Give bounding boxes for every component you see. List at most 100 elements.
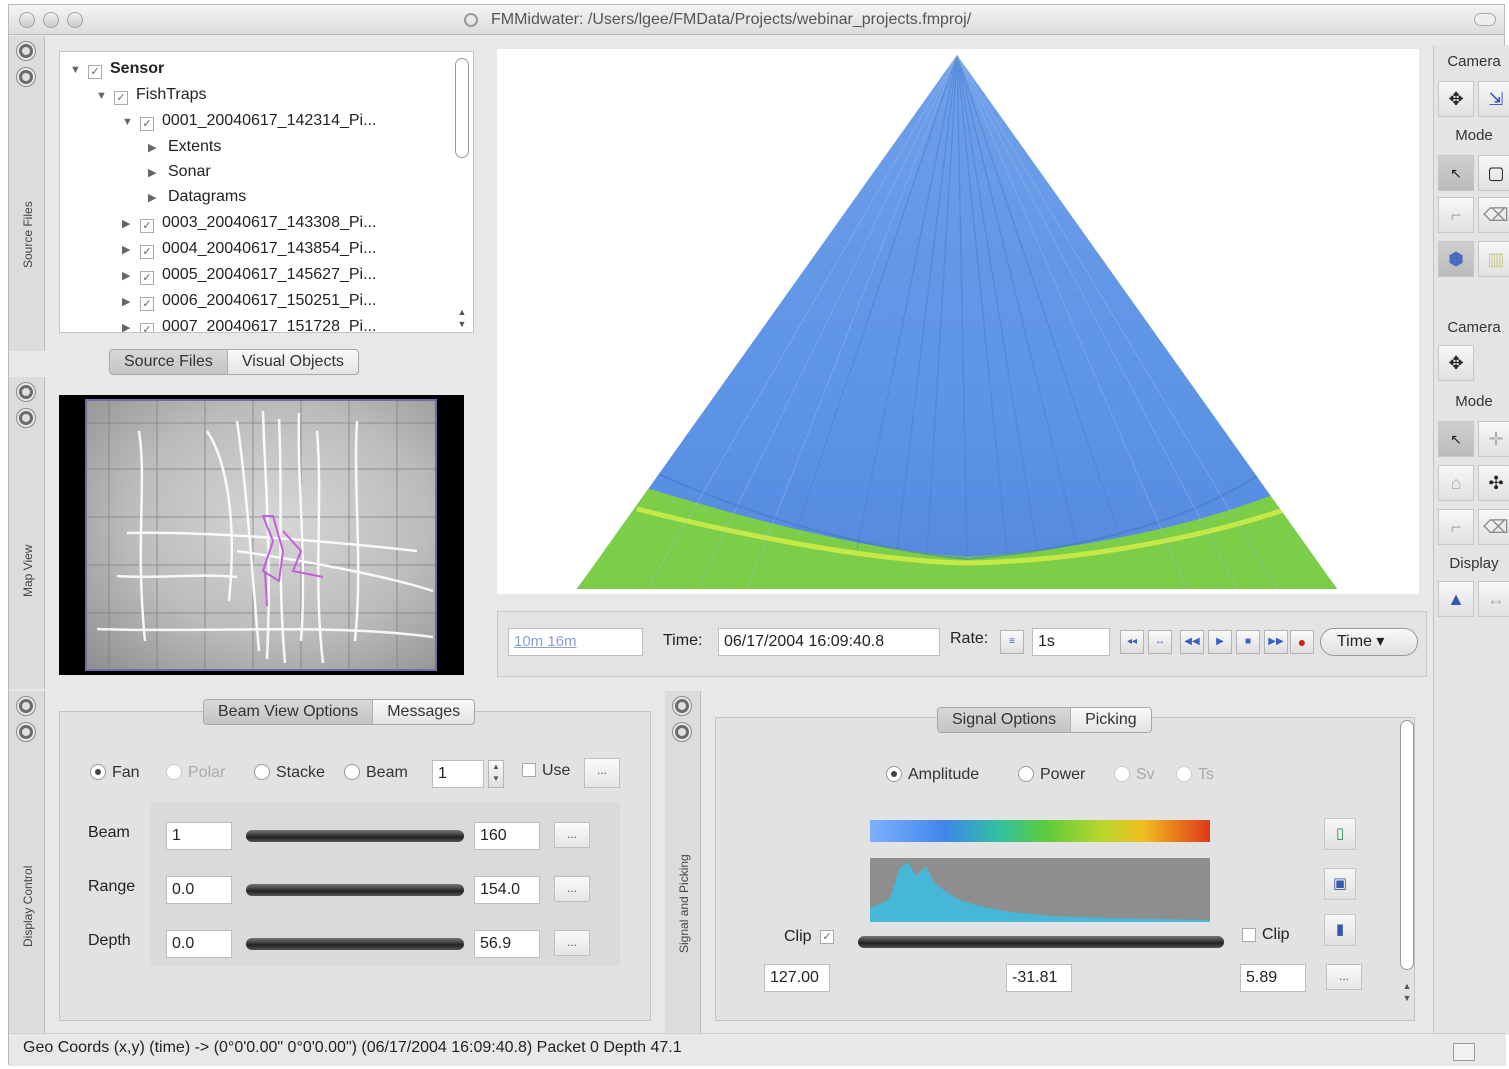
tab-source-files[interactable]: Source Files <box>110 350 228 374</box>
tree-row-file[interactable]: ▼ ✓ 0001_20040617_142314_Pi... <box>122 108 376 134</box>
radio-sv[interactable]: Sv <box>1114 766 1155 784</box>
rewind-icon[interactable]: ◀◀ <box>1180 630 1204 654</box>
tab-visual-objects[interactable]: Visual Objects <box>241 353 344 370</box>
clip-left-checkbox[interactable]: ✓ <box>820 930 834 944</box>
minimize-window-button[interactable] <box>43 12 59 28</box>
disclosure-closed-icon[interactable]: ▶ <box>122 322 131 333</box>
beam-view[interactable] <box>497 49 1419 594</box>
eraser-icon-2[interactable]: ⌫ <box>1478 509 1509 545</box>
disclosure-closed-icon[interactable]: ▶ <box>148 192 157 204</box>
histogram-chart-icon[interactable]: ▮ <box>1324 914 1356 946</box>
colormap-lock-icon[interactable]: ▣ <box>1324 868 1356 900</box>
beam-number-field[interactable]: 1 <box>432 760 484 788</box>
disclosure-closed-icon[interactable]: ▶ <box>148 167 157 179</box>
rate-field[interactable]: 1s <box>1032 628 1110 656</box>
tree-row-sensor[interactable]: ▼ ✓ Sensor <box>70 56 164 82</box>
move-icon[interactable]: ✣ <box>1478 465 1509 501</box>
checkbox-icon[interactable]: ✓ <box>140 271 154 285</box>
fast-forward-icon[interactable]: ▶▶ <box>1264 630 1288 654</box>
detach-panel-icon[interactable] <box>17 723 35 741</box>
tab-messages[interactable]: Messages <box>387 703 461 720</box>
detach-panel-icon[interactable] <box>17 68 35 86</box>
tab-beam-view-options[interactable]: Beam View Options <box>204 700 374 724</box>
radio-polar[interactable]: Polar <box>166 764 225 782</box>
map-canvas[interactable] <box>85 399 437 671</box>
disclosure-open-icon[interactable]: ▼ <box>96 90 107 102</box>
disclosure-closed-icon[interactable]: ▶ <box>148 142 157 154</box>
stop-icon[interactable]: ■ <box>1236 630 1260 654</box>
tree-row-file[interactable]: ▶ ✓ 0003_20040617_143308_Pi... <box>122 210 376 236</box>
play-icon[interactable]: ▶ <box>1208 630 1232 654</box>
colormap-phone-icon[interactable]: ▯ <box>1324 818 1356 850</box>
checkbox-icon[interactable]: ✓ <box>140 297 154 311</box>
signal-scroll-arrows-icon[interactable]: ▲ ▼ <box>1402 981 1412 1003</box>
disclosure-closed-icon[interactable]: ▶ <box>122 244 131 256</box>
radio-ts[interactable]: Ts <box>1176 766 1214 784</box>
zoom-window-button[interactable] <box>67 12 83 28</box>
disclosure-closed-icon[interactable]: ▶ <box>122 296 131 308</box>
signal-mid-field[interactable]: -31.81 <box>1006 964 1072 992</box>
display-range-icon[interactable]: ↔ <box>1478 581 1509 617</box>
select-mode-icon[interactable]: ↖ <box>1438 155 1474 191</box>
radio-amplitude[interactable]: Amplitude <box>886 766 979 784</box>
radio-stacke[interactable]: Stacke <box>254 764 325 782</box>
tree-row-fishtraps[interactable]: ▼ ✓ FishTraps <box>96 82 207 108</box>
tree-row-sonar[interactable]: ▶ Sonar <box>148 159 211 185</box>
tree-row-file[interactable]: ▶ ✓ 0007_20040617_151728_Pi... <box>122 314 376 333</box>
range-more-button[interactable]: ... <box>554 876 590 902</box>
histogram[interactable] <box>870 858 1210 922</box>
camera-link-icon[interactable]: ⇲ <box>1478 81 1509 117</box>
depth-max-field[interactable]: 56.9 <box>474 930 540 958</box>
scroll-arrows-icon[interactable]: ▲ ▼ <box>457 307 467 329</box>
clip-right-checkbox[interactable] <box>1242 928 1256 942</box>
signal-range-slider[interactable] <box>858 936 1224 948</box>
checkbox-icon[interactable]: ✓ <box>140 245 154 259</box>
tab-signal-options[interactable]: Signal Options <box>938 708 1072 732</box>
eraser-icon[interactable]: ⌫ <box>1478 197 1509 233</box>
close-panel-icon[interactable] <box>17 42 35 60</box>
color-scale-bar[interactable] <box>870 820 1210 842</box>
loop-icon[interactable]: ↔ <box>1148 630 1172 654</box>
disclosure-closed-icon[interactable]: ▶ <box>122 270 131 282</box>
range-range-slider[interactable] <box>246 884 464 896</box>
radio-power[interactable]: Power <box>1018 766 1085 784</box>
tree-row-extents[interactable]: ▶ Extents <box>148 134 221 160</box>
map-view[interactable] <box>59 395 464 675</box>
tree-scrollbar-thumb[interactable] <box>455 58 469 158</box>
beam-max-field[interactable]: 160 <box>474 822 540 850</box>
time-mode-popup[interactable]: Time ▾ <box>1320 628 1418 656</box>
depth-min-field[interactable]: 0.0 <box>166 930 232 958</box>
close-panel-icon[interactable] <box>17 697 35 715</box>
beam-stepper-icon[interactable]: ▲ ▼ <box>488 760 504 788</box>
depth-range-slider[interactable] <box>246 938 464 950</box>
radio-beam[interactable]: Beam <box>344 764 408 782</box>
close-panel-icon[interactable] <box>17 383 35 401</box>
tree-row-datagrams[interactable]: ▶ Datagrams <box>148 184 246 210</box>
signal-min-field[interactable]: 127.00 <box>764 964 830 992</box>
tree-row-file[interactable]: ▶ ✓ 0005_20040617_145627_Pi... <box>122 262 376 288</box>
tree-row-file[interactable]: ▶ ✓ 0006_20040617_150251_Pi... <box>122 288 376 314</box>
beam-min-field[interactable]: 1 <box>166 822 232 850</box>
radio-fan[interactable]: Fan <box>90 764 140 782</box>
step-back-icon[interactable]: ◂◂ <box>1120 630 1144 654</box>
time-range-slider[interactable]: 10m 16m <box>508 628 643 656</box>
tag-icon[interactable]: ⌂ <box>1438 465 1474 501</box>
box-select-icon[interactable]: ▢ <box>1478 155 1509 191</box>
detach-panel-icon[interactable] <box>17 409 35 427</box>
detach-panel-icon[interactable] <box>673 723 691 741</box>
checkbox-icon[interactable]: ✓ <box>140 219 154 233</box>
time-field[interactable]: 06/17/2004 16:09:40.8 <box>718 628 940 656</box>
checkbox-icon[interactable]: ✓ <box>114 91 128 105</box>
signal-scrollbar-thumb[interactable] <box>1400 720 1414 970</box>
ruler-icon-2[interactable]: ⌐ <box>1438 509 1474 545</box>
select-mode-icon-2[interactable]: ↖ <box>1438 421 1474 457</box>
beam-range-slider[interactable] <box>246 830 464 842</box>
toolbar-toggle-button[interactable] <box>1474 13 1496 26</box>
ruler-icon[interactable]: ⌐ <box>1438 197 1474 233</box>
volume-mode-icon[interactable]: ⬢ <box>1438 241 1474 277</box>
checkbox-icon[interactable]: ✓ <box>88 65 102 79</box>
use-more-button[interactable]: ... <box>584 758 620 788</box>
beam-more-button[interactable]: ... <box>554 822 590 848</box>
tab-picking[interactable]: Picking <box>1085 711 1137 728</box>
checkbox-icon[interactable]: ✓ <box>140 117 154 131</box>
